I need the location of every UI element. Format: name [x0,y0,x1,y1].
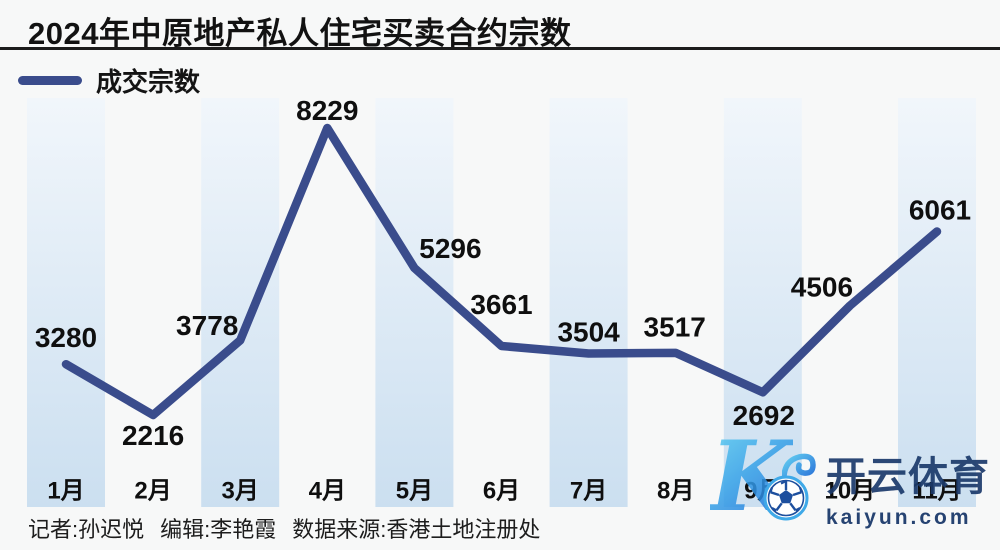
data-label: 3504 [557,316,620,347]
data-label: 5296 [419,233,481,264]
month-stripe [549,98,628,507]
x-axis-label: 8月 [657,477,694,504]
credits: 记者:孙迟悦 编辑:李艳霞 数据来源:香港土地注册处 [28,512,556,544]
credit-editor: 编辑:李艳霞 [160,517,277,542]
x-axis-label: 7月 [570,477,607,504]
data-label: 3280 [35,322,97,353]
x-axis-label: 2月 [134,477,171,504]
legend-label: 成交宗数 [96,67,201,97]
month-stripe [201,98,280,507]
x-axis-label: 1月 [47,477,84,504]
data-label: 3517 [644,312,706,343]
kaiyun-brand-text: 开云体育 [826,455,990,499]
x-axis-label: 6月 [483,477,520,504]
month-stripe [27,98,105,507]
data-label: 8229 [296,95,358,126]
soccer-ball-icon [763,475,809,521]
x-axis-label: 5月 [396,477,433,504]
month-stripe [375,98,454,507]
kaiyun-wordmark: 开云体育 kaiyun.com [826,441,990,536]
title-divider [0,47,1000,50]
data-label: 6061 [909,194,971,225]
data-label: 3661 [470,289,532,320]
series-line [61,123,942,420]
page-title: 2024年中原地产私人住宅买卖合约宗数 [28,16,572,51]
kaiyun-logo-icon: K [710,427,820,536]
credit-source: 数据来源:香港土地注册处 [292,517,541,542]
kaiyun-url-text: kaiyun.com [826,506,972,529]
x-axis-label: 4月 [309,477,346,504]
x-axis-label: 3月 [222,477,259,504]
data-label: 2216 [122,420,184,451]
credit-reporter: 记者:孙迟悦 [28,517,145,542]
legend-line-swatch [18,76,82,85]
data-label: 4506 [791,272,853,303]
legend: 成交宗数 [18,62,200,99]
kaiyun-watermark: K 开云体育 kaiyun.com [710,427,990,536]
data-label: 3778 [176,310,238,341]
